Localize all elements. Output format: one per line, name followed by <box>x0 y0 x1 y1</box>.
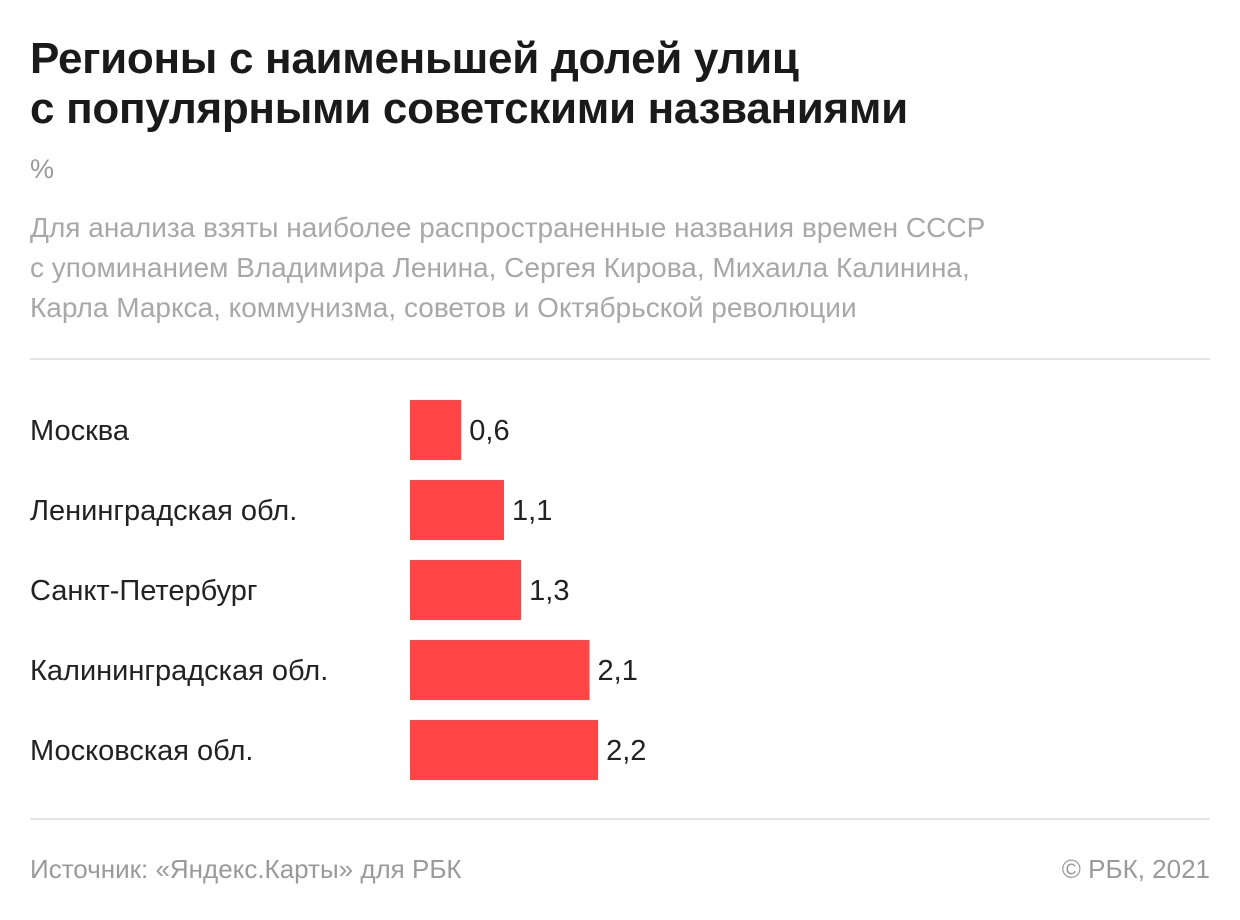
subtitle-line-3: Карла Маркса, коммунизма, советов и Октя… <box>30 292 857 323</box>
category-label: Санкт-Петербург <box>30 575 257 607</box>
chart-subtitle: Для анализа взяты наиболее распространен… <box>30 208 1210 328</box>
value-label: 2,1 <box>598 655 638 687</box>
bar-chart: Москва 0,6 Ленинградская обл. 1,1 Санкт-Пете… <box>30 400 646 780</box>
category-label: Москва <box>30 415 130 447</box>
value-label: 0,6 <box>469 415 509 447</box>
copyright-note: © РБК, 2021 <box>1061 854 1210 884</box>
subtitle-line-2: с упоминанием Владимира Ленина, Сергея К… <box>30 252 970 283</box>
chart-title-line-2: с популярными советскими названиями <box>30 84 908 133</box>
category-label: Московская обл. <box>30 735 253 767</box>
bar <box>410 400 462 460</box>
top-divider <box>30 358 1210 360</box>
bar <box>410 720 599 780</box>
value-label: 1,3 <box>529 575 569 607</box>
bar <box>410 640 590 700</box>
value-label: 2,2 <box>606 735 646 767</box>
bar <box>410 560 522 620</box>
chart-title: Регионы с наименьшей долей улиц с популя… <box>30 34 1210 134</box>
source-note: Источник: «Яндекс.Карты» для РБК <box>30 854 462 884</box>
category-label: Ленинградская обл. <box>30 495 297 527</box>
category-label: Калининградская обл. <box>30 655 328 687</box>
unit-label: % <box>30 154 55 184</box>
bar <box>410 480 505 540</box>
value-label: 1,1 <box>512 495 552 527</box>
bottom-divider <box>30 818 1210 820</box>
subtitle-line-1: Для анализа взяты наиболее распространен… <box>30 212 986 243</box>
chart-title-line-1: Регионы с наименьшей долей улиц <box>30 34 799 83</box>
